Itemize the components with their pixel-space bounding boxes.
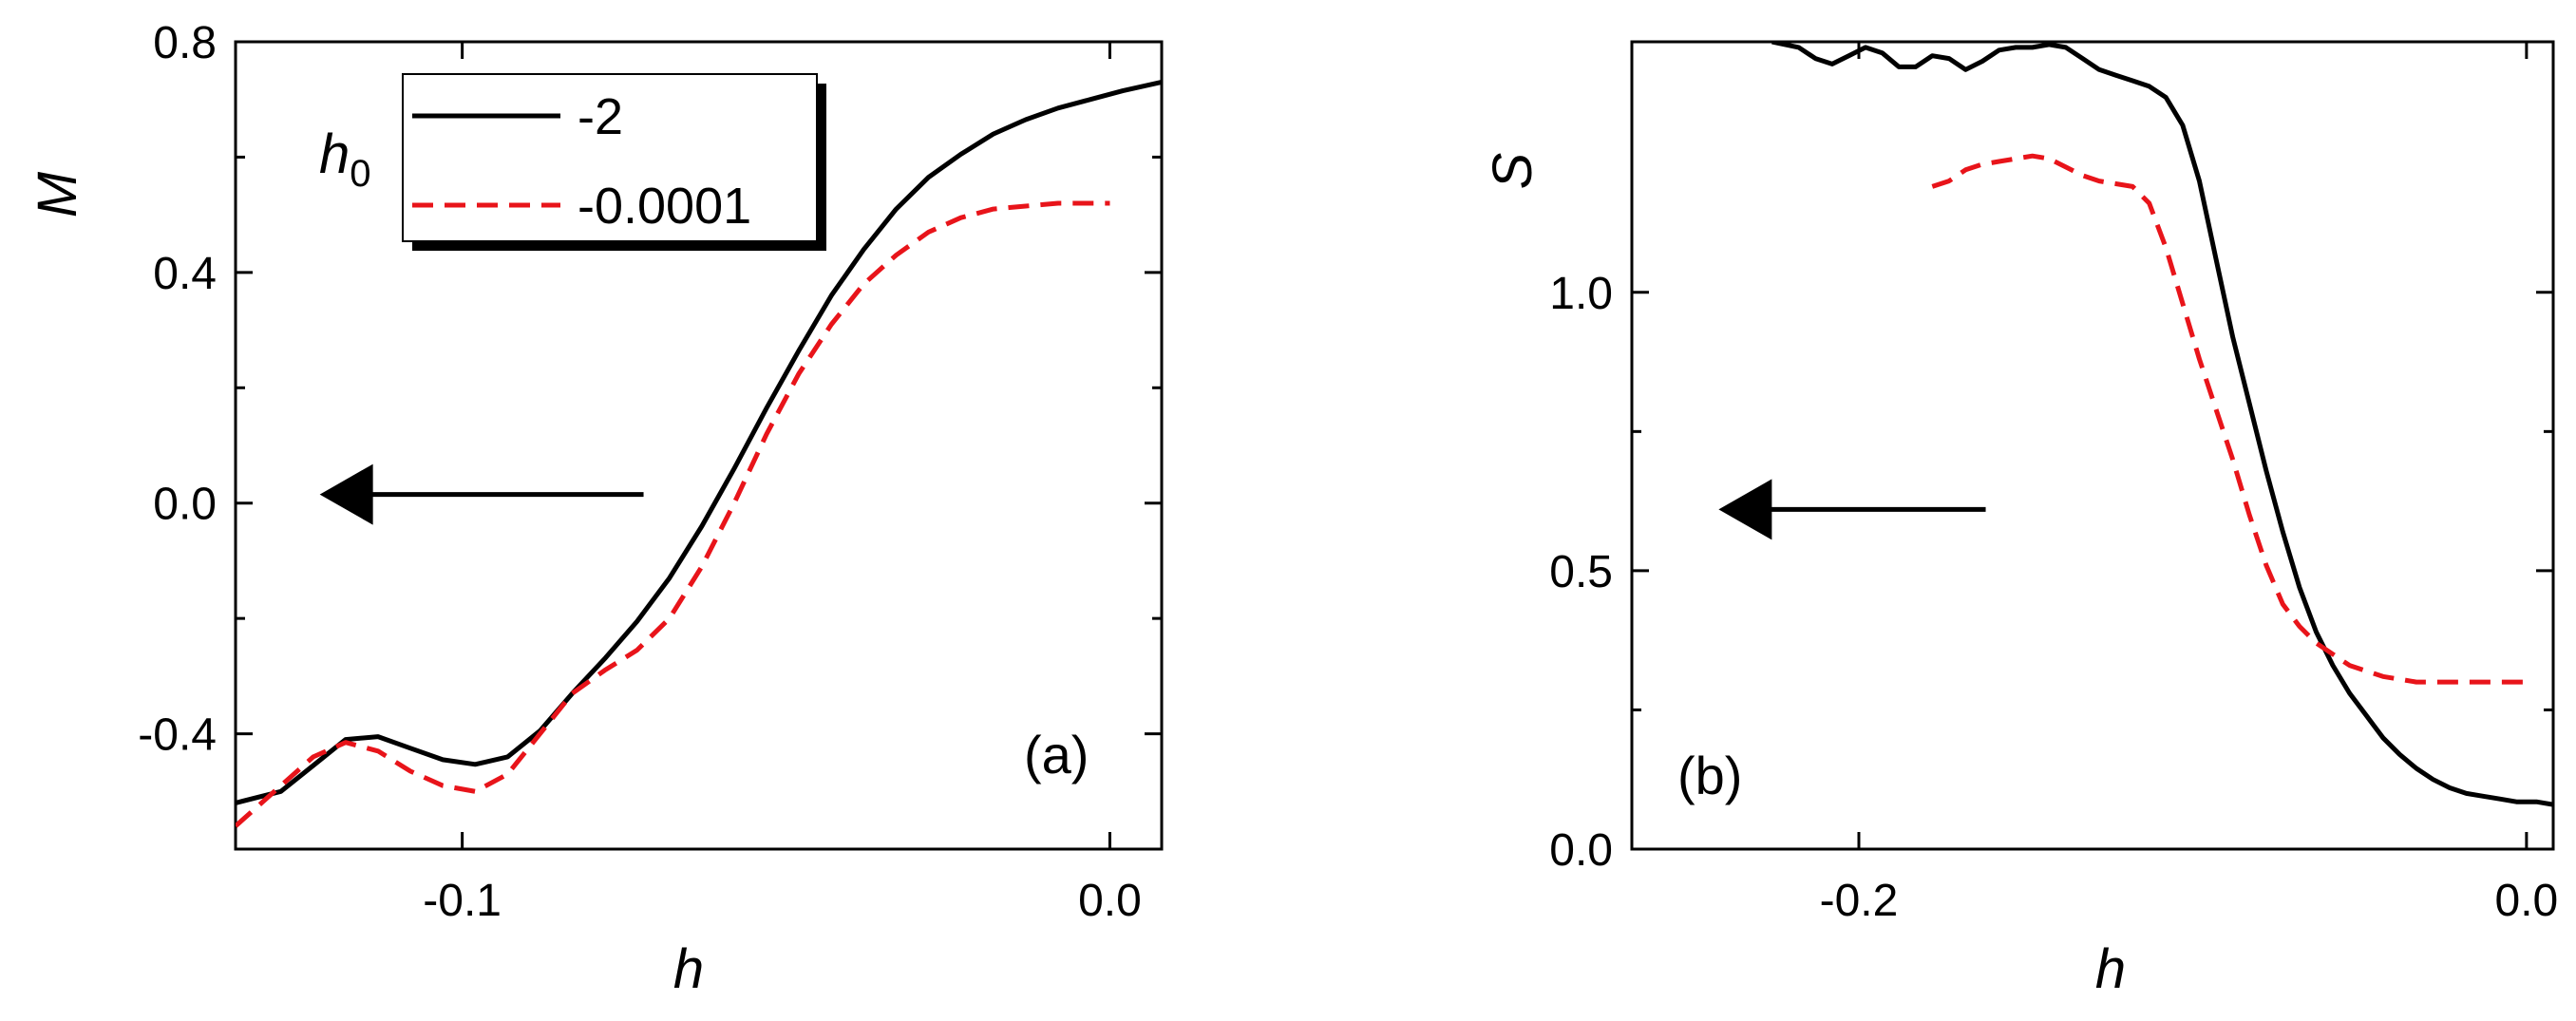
series-group-a xyxy=(236,80,1162,828)
legend-title-sub: 0 xyxy=(350,153,370,195)
y-tick-label-a: -0.4 xyxy=(138,710,217,761)
panel-label-b: (b) xyxy=(1677,746,1742,805)
y-tick-label-b: 1.0 xyxy=(1549,269,1613,319)
ticks-b: -0.2 0.0 0.0 0.5 1.0 xyxy=(1549,42,2558,926)
y-tick-label-a: 0.4 xyxy=(153,249,217,299)
legend-box xyxy=(402,73,818,242)
x-axis-title-b: h xyxy=(2095,938,2126,1000)
legend-label-0: -2 xyxy=(578,88,623,145)
arrow-head-b xyxy=(1718,479,1772,540)
y-tick-label-b: 0.5 xyxy=(1549,547,1613,597)
x-tick-label-a: 0.0 xyxy=(1078,876,1142,926)
x-tick-label-b: 0.0 xyxy=(2495,876,2559,926)
x-tick-label-a: -0.1 xyxy=(423,876,502,926)
legend-label-1: -0.0001 xyxy=(578,178,751,235)
panel-a: -0.1 0.00.80.40.0-0.4 (a) h M h0 -2 -0.00… xyxy=(27,18,1164,1000)
x-axis-title-a: h xyxy=(673,938,704,1000)
plot-frame-b xyxy=(1630,40,2555,851)
legend-title: h0 xyxy=(319,123,371,195)
legend: h0 -2 -0.0001 xyxy=(319,73,826,251)
series-line-solid-b xyxy=(1771,42,2553,807)
panel-label-a: (a) xyxy=(1024,725,1089,785)
y-axis-title-a: M xyxy=(27,171,88,217)
ticks-a: -0.1 0.0 0.8 0.4 0.0 -0.4 xyxy=(138,18,1162,926)
panel-b: -0.2 0.0 0.0 0.5 1.0 (b) h S xyxy=(1482,40,2558,1000)
y-tick-label-a: 0.8 xyxy=(153,18,217,68)
y-tick-label-b: 0.0 xyxy=(1549,825,1613,876)
y-axis-title-b: S xyxy=(1482,152,1544,189)
series-line-dashed-a xyxy=(236,200,1110,828)
x-tick-label-b: -0.2 xyxy=(1820,876,1899,926)
plot-frame-a xyxy=(234,40,1164,851)
series-group-b xyxy=(1771,42,2553,807)
legend-title-main: h xyxy=(319,123,350,185)
y-tick-label-a: 0.0 xyxy=(153,480,217,530)
direction-arrow-a xyxy=(319,463,644,525)
arrow-head-a xyxy=(319,463,373,525)
direction-arrow-b xyxy=(1718,479,1986,540)
series-line-dashed-b xyxy=(1931,153,2527,685)
series-line-solid-a xyxy=(236,80,1162,805)
